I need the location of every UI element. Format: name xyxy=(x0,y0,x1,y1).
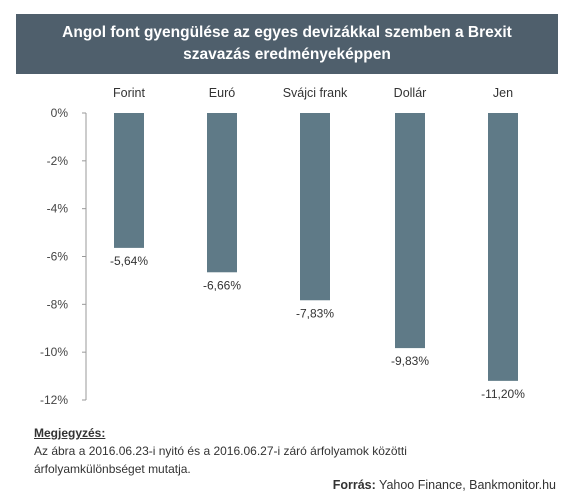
source-label: Forrás: xyxy=(332,478,376,492)
value-label: -11,20% xyxy=(481,387,525,401)
bar xyxy=(488,113,518,381)
y-tick-label: -10% xyxy=(40,345,68,359)
y-tick-label: -2% xyxy=(47,154,69,168)
bars xyxy=(114,113,518,381)
bar xyxy=(114,113,144,248)
source-text: Yahoo Finance, Bankmonitor.hu xyxy=(375,478,556,492)
category-label: Svájci frank xyxy=(283,86,348,100)
y-tick-label: 0% xyxy=(51,106,69,120)
value-labels: -5,64% -6,66% -7,83% -9,83% -11,20% xyxy=(110,254,525,401)
chart-title-line-2: szavazás eredményeképpen xyxy=(183,46,391,63)
category-label: Euró xyxy=(209,86,235,100)
y-tick-label: -6% xyxy=(47,250,69,264)
y-tick-label: -4% xyxy=(47,202,69,216)
bar xyxy=(207,113,237,273)
note-title: Megjegyzés: xyxy=(34,426,106,440)
note-block: Megjegyzés: Az ábra a 2016.06.23-i nyitó… xyxy=(34,424,554,478)
category-labels: Forint Euró Svájci frank Dollár Jen xyxy=(113,86,513,100)
y-axis: 0% -2% -4% -6% -8% -10% -12% xyxy=(40,106,87,407)
bar xyxy=(300,113,330,301)
note-line-2: árfolyamkülönbséget mutatja. xyxy=(34,462,191,476)
note-line-1: Az ábra a 2016.06.23-i nyitó és a 2016.0… xyxy=(34,444,407,458)
value-label: -7,83% xyxy=(296,306,334,320)
value-label: -5,64% xyxy=(110,254,148,268)
y-tick-label: -8% xyxy=(47,297,69,311)
value-label: -6,66% xyxy=(203,278,241,292)
bar xyxy=(395,113,425,349)
category-label: Dollár xyxy=(394,86,427,100)
category-label: Forint xyxy=(113,86,145,100)
category-label: Jen xyxy=(493,86,513,100)
bar-chart: 0% -2% -4% -6% -8% -10% -12% Forint Euró Svájci … xyxy=(40,86,525,407)
chart-title-line-1: Angol font gyengülése az egyes devizákka… xyxy=(62,24,512,41)
source-line: Forrás: Yahoo Finance, Bankmonitor.hu xyxy=(333,478,556,492)
y-tick-label: -12% xyxy=(40,393,68,407)
chart-title-banner: Angol font gyengülése az egyes devizákka… xyxy=(16,14,558,74)
value-label: -9,83% xyxy=(391,354,429,368)
